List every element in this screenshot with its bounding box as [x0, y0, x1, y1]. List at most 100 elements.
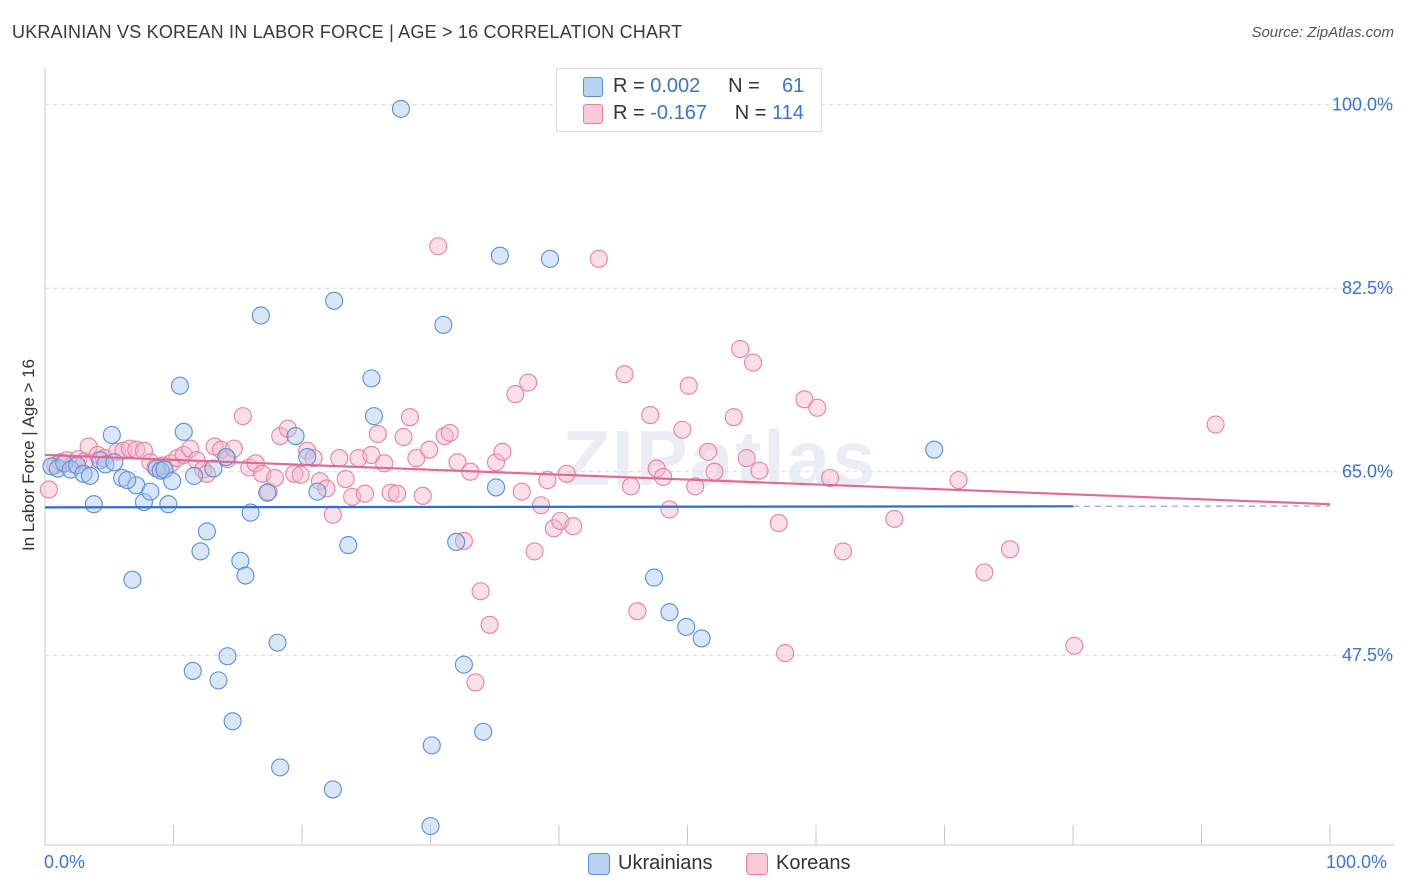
ukrainian-point [486, 478, 506, 497]
korean-point [776, 644, 795, 663]
korean-point [621, 477, 641, 496]
korean-point [531, 496, 551, 515]
ukrainian-point [118, 471, 137, 490]
korean-point [679, 376, 698, 395]
ukrainian-point [422, 736, 441, 755]
korean-point [519, 373, 538, 392]
ukrainian-point [163, 472, 182, 491]
korean-point [420, 440, 439, 459]
chart-title: UKRAINIAN VS KOREAN IN LABOR FORCE | AGE… [12, 22, 683, 42]
legend-n-value: 114 [772, 102, 804, 124]
korean-point [1000, 540, 1020, 559]
y-axis-title: In Labor Force | Age > 16 [19, 358, 38, 552]
ukrainian-point [183, 661, 202, 680]
ukrainian-point [197, 522, 216, 541]
legend-r-label: R = [613, 102, 645, 124]
korean-point [654, 467, 673, 486]
ukrainian-point [645, 568, 664, 587]
axis-layer [44, 68, 1394, 846]
legend-r-label: R = [613, 75, 645, 97]
korean-point [466, 673, 485, 692]
korean-point [589, 249, 608, 268]
korean-point [429, 237, 448, 256]
ukrainian-point [174, 422, 193, 441]
ukrainian-point [454, 655, 473, 674]
ukrainian-point [123, 570, 142, 589]
korean-points [39, 237, 1225, 692]
ukrainian-point [84, 495, 103, 514]
korean-legend-swatch [746, 853, 768, 875]
ukrainian-point [236, 566, 255, 585]
legend-r-value: 0.002 [650, 75, 701, 97]
korean-point [731, 339, 750, 359]
ukrainian-point [74, 464, 93, 483]
legend-label-ukrainians: Ukrainians [618, 852, 713, 874]
y-tick-labels: 47.5% 65.0% 82.5% 100.0% [1332, 95, 1393, 666]
ukrainian-point [692, 629, 711, 648]
korean-point [330, 449, 349, 468]
watermark: ZIPatlas [562, 414, 877, 502]
legend-n-label: N = [734, 102, 767, 124]
korean-point [1206, 415, 1225, 434]
ukrainian-point [364, 407, 384, 426]
korean-point [564, 517, 583, 536]
korean-trend-line [44, 453, 1331, 506]
ukrainian-point [325, 291, 344, 310]
korean-point [304, 449, 323, 468]
korean-point [480, 615, 499, 634]
ukrainian-point [191, 542, 210, 561]
korean-point [435, 427, 454, 446]
korean-point [949, 471, 968, 490]
korean-point [278, 419, 297, 438]
source-label: Source: ZipAtlas.com [1251, 24, 1394, 41]
ukrainian-point [677, 617, 696, 636]
korean-point [400, 408, 419, 427]
korean-point [181, 439, 200, 458]
ukrainian-point [271, 758, 290, 777]
ukrainian-point [308, 482, 327, 501]
y-tick-label: 82.5% [1342, 278, 1393, 298]
y-tick-label: 65.0% [1342, 462, 1393, 482]
korean-point [808, 398, 827, 417]
ukrainian-point [209, 671, 228, 690]
ukrainian-point [96, 455, 115, 474]
korean-point [538, 471, 557, 490]
ukrainian-point [204, 459, 223, 478]
korean-point [362, 445, 381, 464]
korean-point [750, 461, 769, 480]
ukrainian-point [268, 633, 287, 652]
stats-legend: R = 0.002 N = 61 R = -0.167 N = 114 [556, 68, 822, 132]
ukrainian-point [447, 532, 466, 552]
ukrainian-point [925, 440, 944, 459]
korean-point [699, 442, 718, 461]
trend-layer [44, 453, 1331, 509]
korean-point [394, 428, 413, 447]
y-tick-label: 100.0% [1332, 95, 1393, 115]
korean-point [615, 365, 634, 384]
korean-point [705, 462, 724, 481]
ukrainian-point [339, 536, 358, 555]
korean-point [506, 385, 525, 404]
ukrainian-point [391, 99, 410, 118]
korean-point [743, 353, 763, 372]
korean-point [388, 484, 407, 503]
korean-point [660, 500, 679, 519]
korean-point [355, 484, 375, 503]
ukrainian-point [421, 817, 440, 836]
x-tick-label-min: 0.0% [44, 852, 86, 872]
korean-point [336, 469, 355, 489]
ukrainian-swatch [583, 77, 603, 97]
ukrainian-point [298, 447, 317, 467]
korean-point [641, 406, 660, 425]
ukrainian-point [80, 466, 100, 485]
ukrainian-point [159, 495, 178, 514]
x-tick-label-max: 100.0% [1326, 852, 1388, 872]
ukrainian-legend-swatch [588, 853, 610, 875]
legend-r-value: -0.167 [650, 102, 707, 124]
ukrainian-point [170, 376, 189, 395]
korean-point [544, 519, 563, 538]
ukrainian-point [540, 249, 560, 268]
korean-point [271, 427, 290, 446]
y-tick-label: 47.5% [1342, 645, 1393, 665]
